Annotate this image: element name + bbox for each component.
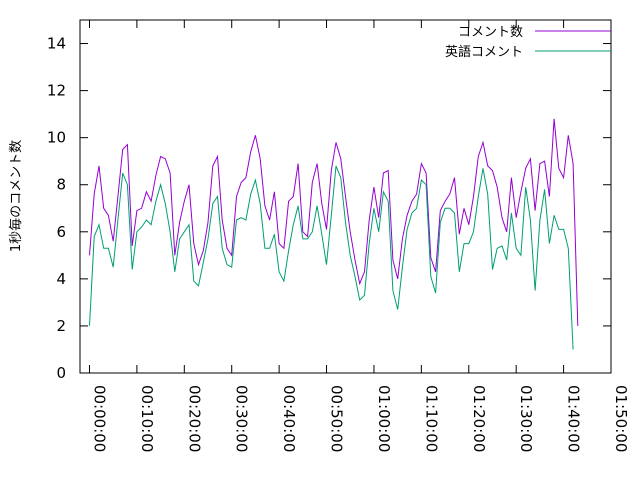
x-tick-label: 01:20:00 <box>470 385 488 452</box>
y-tick-label: 0 <box>56 364 66 382</box>
x-tick-label: 01:30:00 <box>517 385 535 452</box>
x-tick-label: 01:10:00 <box>422 385 440 452</box>
x-tick-label: 00:20:00 <box>185 385 203 452</box>
series-line-1 <box>89 118 579 326</box>
y-tick-label: 2 <box>56 317 66 335</box>
x-tick-label: 00:30:00 <box>233 385 251 452</box>
y-tick-label: 6 <box>56 223 66 241</box>
x-tick-label: 00:50:00 <box>328 385 346 452</box>
series-layer <box>89 118 579 350</box>
y-axis: 0 2 4 6 8 10 12 14 <box>47 35 611 382</box>
y-tick-label: 4 <box>56 270 66 288</box>
y-axis-label: 1秒毎のコメント数 <box>8 140 24 252</box>
plot-frame <box>79 19 612 374</box>
x-tick-label: 01:00:00 <box>375 385 393 452</box>
x-tick-label: 00:40:00 <box>280 385 298 452</box>
y-tick-label: 8 <box>56 176 66 194</box>
x-tick-label: 00:00:00 <box>90 385 108 452</box>
series-line-2 <box>89 165 574 350</box>
x-tick-label: 01:40:00 <box>565 385 583 452</box>
y-tick-label: 12 <box>47 82 66 100</box>
x-axis: 00:00:00 00:10:00 00:20:00 00:30:00 00:40:00… <box>88 20 630 452</box>
x-tick-label: 01:50:00 <box>612 385 630 452</box>
y-tick-label: 14 <box>47 35 66 53</box>
y-tick-label: 10 <box>47 129 66 147</box>
legend-label-1: コメント数 <box>458 25 523 40</box>
x-tick-label: 00:10:00 <box>138 385 156 452</box>
legend-label-2: 英語コメント <box>445 44 523 60</box>
